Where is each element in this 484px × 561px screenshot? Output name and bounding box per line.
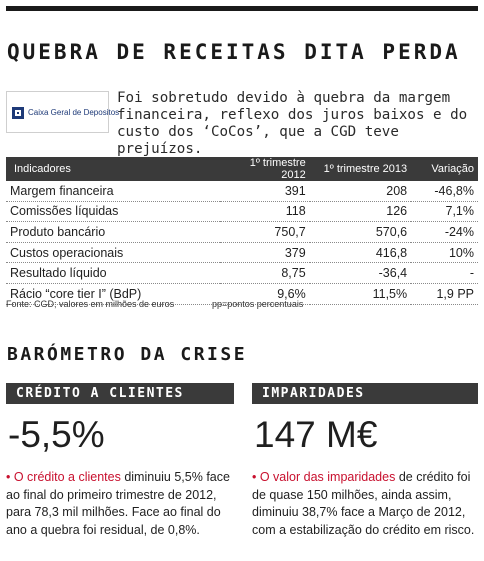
imparidades-lead-b: imparidades [327,470,396,484]
table-header-indicadores: Indicadores [6,157,220,181]
table-cell-label: Rácio “core tier I” (BdP) [6,283,220,305]
credito-value: -5,5% [8,414,105,455]
table-row: Comissões líquidas 118 126 7,1% [6,201,478,223]
table-header-q1-2013: 1º trimestre 2013 [309,157,412,181]
cgd-logo: Caixa Geral de Depositos [6,91,119,133]
table-cell-value: -36,4 [309,262,412,284]
table-cell-label: Custos operacionais [6,242,220,264]
table-row: Custos operacionais 379 416,8 10% [6,242,478,264]
table-cell-value: 750,7 [219,221,310,243]
imparidades-description: • O valor das imparidades de crédito foi… [252,469,480,539]
table-cell-value: 570,6 [309,221,412,243]
lede-paragraph: Foi sobretudo devido à quebra da margem … [117,90,468,157]
table-header-q1-2012: 1º trimestre 2012 [219,157,310,181]
table-cell-value: 11,5% [309,283,412,305]
table-cell-value: 7,1% [411,201,478,223]
table-cell-value: 10% [411,242,478,264]
table-cell-value: 391 [219,181,310,202]
table-pp-note: pp=pontos percentuais [212,299,304,309]
table-cell-value: 126 [309,201,412,223]
table-cell-label: Margem financeira [6,181,220,202]
table-row: Margem financeira 391 208 -46,8% [6,181,478,202]
table-cell-value: 1,9 PP [411,283,478,305]
table-cell-value: 8,75 [219,262,310,284]
table-cell-value: 9,6% [219,283,310,305]
table-cell-label: Comissões líquidas [6,201,220,223]
imparidades-lead-a: O valor das [259,470,328,484]
table-row: Rácio “core tier I” (BdP) 9,6% 11,5% 1,9… [6,283,478,305]
indicators-table: Indicadores 1º trimestre 2012 1º trimest… [6,157,478,305]
cgd-logo-icon [12,106,24,119]
top-rule [6,6,478,11]
table-cell-value: 379 [219,242,310,264]
table-cell-value: -46,8% [411,181,478,202]
table-source-note: Fonte: CGD; valores em milhões de euros [6,299,175,309]
table-cell-value: - [411,262,478,284]
table-row: Produto bancário 750,7 570,6 -24% [6,221,478,243]
table-cell-label: Resultado líquido [6,262,220,284]
headline: QUEBRA DE RECEITAS DITA PERDA [7,40,461,64]
table-header-variacao: Variação [411,157,478,181]
credito-description: • O crédito a clientes diminuiu 5,5% fac… [6,469,238,539]
bullet-icon: • [252,470,260,484]
table-header-row: Indicadores 1º trimestre 2012 1º trimest… [6,157,478,181]
table-cell-value: 208 [309,181,412,202]
cgd-logo-text: Caixa Geral de Depositos [28,107,120,117]
table-cell-value: 416,8 [309,242,412,264]
table-row: Resultado líquido 8,75 -36,4 - [6,262,478,284]
section-title: BARÓMETRO DA CRISE [7,344,248,365]
table-cell-value: -24% [411,221,478,243]
imparidades-value: 147 M€ [254,414,378,455]
table-cell-value: 118 [219,201,310,223]
bullet-icon: • [6,470,14,484]
imparidades-text: de crédito foi de quase 150 milhões, ain… [252,470,475,537]
table-cell-label: Produto bancário [6,221,220,243]
credito-lead: O crédito a clientes [13,470,121,484]
credito-text: diminuiu 5,5% face ao final do primeiro … [6,470,230,537]
credito-box-title: CRÉDITO A CLIENTES [6,383,234,404]
imparidades-box-title: IMPARIDADES [252,383,478,404]
